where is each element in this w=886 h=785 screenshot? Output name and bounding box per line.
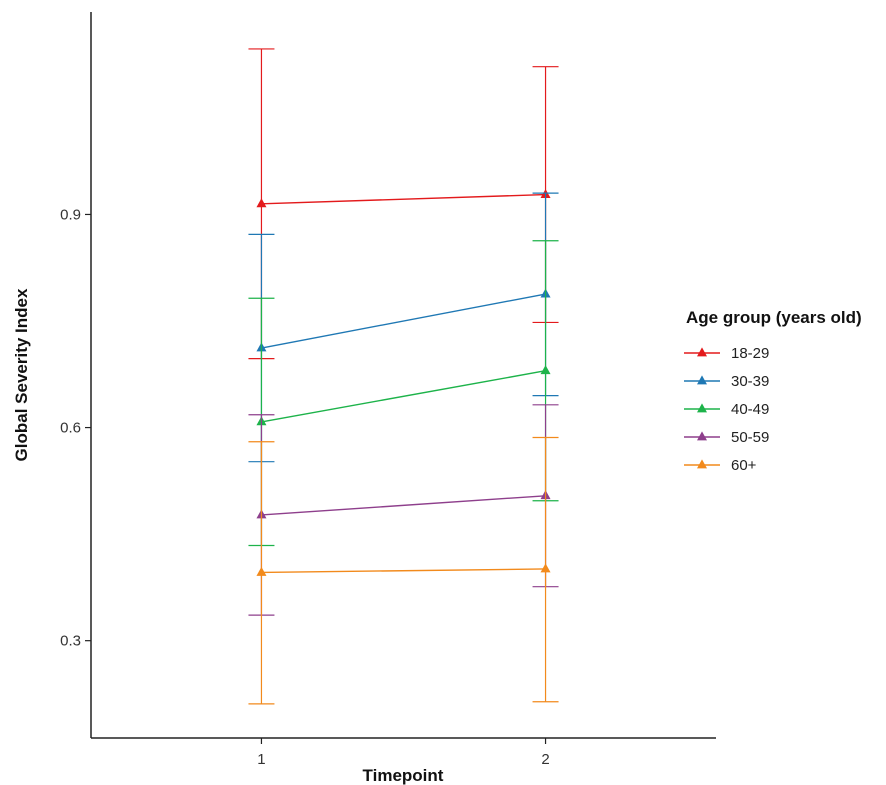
legend-item-50-59: 50-59 [684,429,769,446]
series-60+ [248,436,559,705]
data-point [540,563,551,573]
series-line [261,193,546,205]
series-18-29 [248,48,559,360]
series-line [261,568,546,574]
legend-label: 50-59 [731,429,769,446]
legend-item-18-29: 18-29 [684,345,769,362]
series-layer [248,48,559,705]
legend-label: 40-49 [731,401,769,418]
y-ticks: 0.3 0.6 0.9 [60,206,91,650]
series-50-59 [248,404,559,616]
legend-label: 18-29 [731,345,769,362]
axes [90,12,716,739]
series-line [261,370,546,423]
legend: Age group (years old) 18-29 30-39 40-49 50-… [684,308,862,474]
series-line [261,293,546,349]
legend-items: 18-29 30-39 40-49 50-59 60+ [684,345,769,474]
y-tick-label: 0.3 [60,633,81,650]
legend-item-40-49: 40-49 [684,401,769,418]
y-tick-label: 0.6 [60,420,81,437]
legend-item-60+: 60+ [684,457,757,474]
x-tick-label: 1 [257,751,265,768]
legend-title: Age group (years old) [686,308,862,327]
legend-item-30-39: 30-39 [684,373,769,390]
series-30-39 [248,192,559,463]
data-point [256,566,267,576]
x-axis-title: Timepoint [363,766,444,785]
data-point [540,365,551,375]
legend-label: 60+ [731,457,757,474]
y-tick-label: 0.9 [60,206,81,223]
series-40-49 [248,240,559,547]
series-line [261,495,546,516]
legend-marker [697,431,707,441]
data-point [256,198,267,208]
legend-marker [697,459,707,469]
legend-marker [697,347,707,357]
y-axis-title: Global Severity Index [12,288,31,461]
legend-marker [697,375,707,385]
x-tick-label: 2 [541,751,549,768]
legend-marker [697,403,707,413]
legend-label: 30-39 [731,373,769,390]
